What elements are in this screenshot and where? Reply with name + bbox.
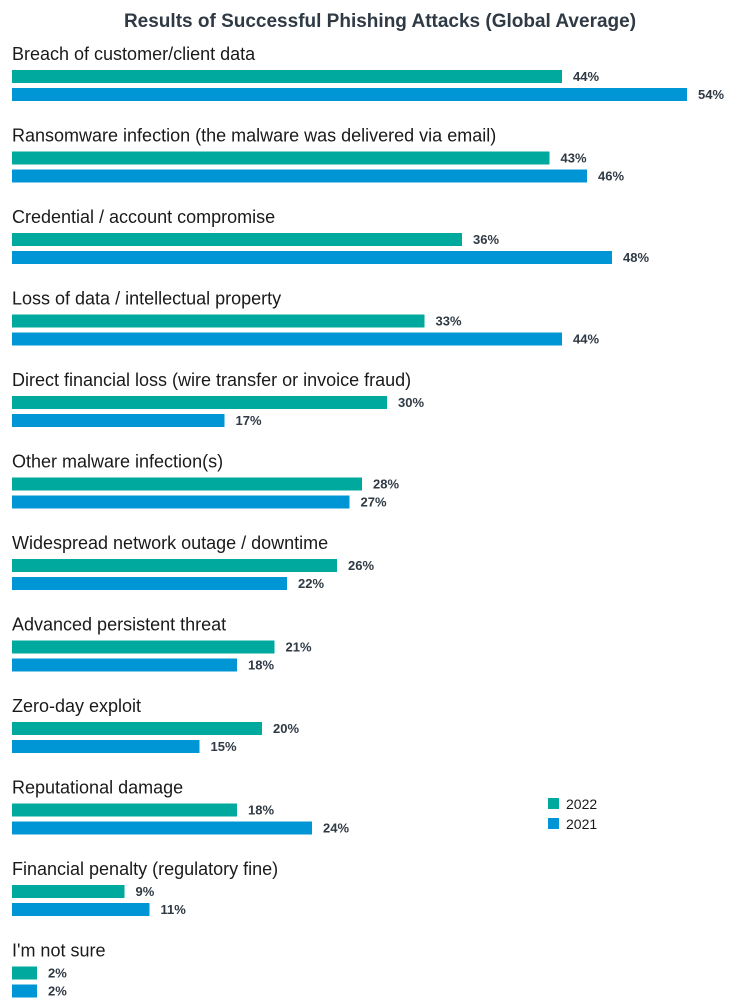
value-label-2022: 30% xyxy=(398,395,424,410)
value-label-2021: 18% xyxy=(248,658,274,673)
bar-2022 xyxy=(12,70,562,83)
bar-2021 xyxy=(12,740,200,753)
legend-label-2021: 2021 xyxy=(566,816,597,832)
legend-swatch-2021 xyxy=(548,818,559,829)
value-label-2022: 18% xyxy=(248,803,274,818)
value-label-2022: 26% xyxy=(348,558,374,573)
bar-2021 xyxy=(12,251,612,264)
bar-group: Breach of customer/client data 44% 54% xyxy=(12,44,724,102)
category-label: Advanced persistent threat xyxy=(12,615,226,635)
category-label: Zero-day exploit xyxy=(12,696,141,716)
bar-group: I'm not sure 2% 2% xyxy=(12,941,105,999)
bar-group: Direct financial loss (wire transfer or … xyxy=(12,370,424,428)
bar-2021 xyxy=(12,169,587,183)
value-label-2021: 15% xyxy=(211,739,237,754)
value-label-2021: 46% xyxy=(598,169,624,184)
value-label-2021: 54% xyxy=(698,87,724,102)
chart-title: Results of Successful Phishing Attacks (… xyxy=(124,11,636,32)
bar-2022 xyxy=(12,396,387,409)
value-label-2021: 17% xyxy=(236,413,262,428)
value-label-2022: 43% xyxy=(561,151,587,166)
category-label: Credential / account compromise xyxy=(12,207,275,227)
value-label-2022: 21% xyxy=(286,640,312,655)
category-label: Loss of data / intellectual property xyxy=(12,289,281,309)
bar-group: Reputational damage 18% 24% xyxy=(12,778,349,836)
bar-2022 xyxy=(12,233,462,246)
bar-2021 xyxy=(12,577,287,590)
value-label-2021: 44% xyxy=(573,332,599,347)
bar-group: Zero-day exploit 20% 15% xyxy=(12,696,299,754)
value-label-2021: 48% xyxy=(623,250,649,265)
bar-groups: Breach of customer/client data 44% 54% Rans… xyxy=(12,44,724,999)
bar-2022 xyxy=(12,151,550,165)
bar-2021 xyxy=(12,984,37,998)
value-label-2022: 20% xyxy=(273,721,299,736)
bar-2022 xyxy=(12,803,237,817)
value-label-2021: 22% xyxy=(298,576,324,591)
value-label-2021: 24% xyxy=(323,821,349,836)
bar-group: Financial penalty (regulatory fine) 9% 11% xyxy=(12,859,278,917)
bar-group: Other malware infection(s) 28% 27% xyxy=(12,452,399,510)
category-label: Breach of customer/client data xyxy=(12,44,256,64)
bar-2021 xyxy=(12,495,350,509)
category-label: Ransomware infection (the malware was de… xyxy=(12,126,496,146)
bar-2021 xyxy=(12,821,312,835)
category-label: Widespread network outage / downtime xyxy=(12,533,328,553)
value-label-2022: 2% xyxy=(48,966,67,981)
bar-2021 xyxy=(12,658,237,672)
value-label-2022: 9% xyxy=(136,884,155,899)
legend-swatch-2022 xyxy=(548,798,559,809)
legend: 2022 2021 xyxy=(548,796,597,832)
category-label: Reputational damage xyxy=(12,778,183,798)
bar-group: Credential / account compromise 36% 48% xyxy=(12,207,649,265)
bar-2022 xyxy=(12,885,125,898)
bar-2021 xyxy=(12,332,562,346)
value-label-2022: 33% xyxy=(436,314,462,329)
value-label-2021: 11% xyxy=(161,902,187,917)
bar-group: Widespread network outage / downtime 26% 2… xyxy=(12,533,374,591)
bar-2022 xyxy=(12,559,337,572)
bar-2022 xyxy=(12,477,362,491)
bar-2022 xyxy=(12,966,37,980)
bar-2022 xyxy=(12,314,425,328)
legend-label-2022: 2022 xyxy=(566,796,597,812)
value-label-2021: 2% xyxy=(48,984,67,999)
bar-2021 xyxy=(12,88,687,101)
value-label-2022: 44% xyxy=(573,69,599,84)
bar-group: Ransomware infection (the malware was de… xyxy=(12,126,624,184)
category-label: Direct financial loss (wire transfer or … xyxy=(12,370,411,390)
value-label-2022: 36% xyxy=(473,232,499,247)
bar-2021 xyxy=(12,903,150,916)
bar-group: Advanced persistent threat 21% 18% xyxy=(12,615,312,673)
category-label: I'm not sure xyxy=(12,941,105,961)
category-label: Financial penalty (regulatory fine) xyxy=(12,859,278,879)
bar-2021 xyxy=(12,414,225,427)
value-label-2022: 28% xyxy=(373,477,399,492)
bar-group: Loss of data / intellectual property 33% 4… xyxy=(12,289,599,347)
category-label: Other malware infection(s) xyxy=(12,452,223,472)
bar-2022 xyxy=(12,722,262,735)
bar-2022 xyxy=(12,640,275,654)
value-label-2021: 27% xyxy=(361,495,387,510)
